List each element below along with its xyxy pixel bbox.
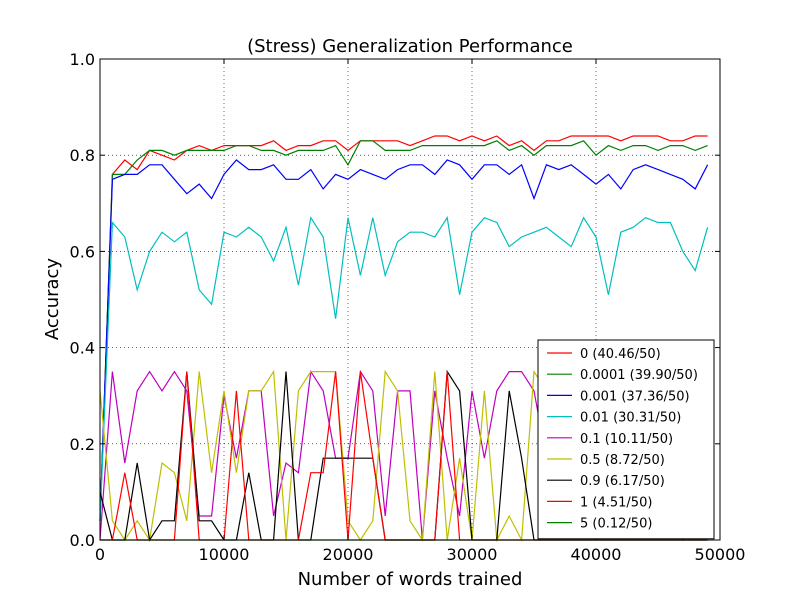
x-tick-label: 30000 [447,545,498,564]
x-tick-label: 50000 [695,545,746,564]
series-line-1 [99,140,708,521]
legend-entry: 0.001 (37.36/50) [580,389,690,404]
series-line-2 [99,159,709,521]
legend-entry: 1 (4.51/50) [580,495,652,510]
series-line-0 [99,135,708,521]
series-line-3 [99,216,709,521]
x-tick-label: 40000 [571,545,622,564]
legend-entry: 0.9 (6.17/50) [580,474,665,489]
x-axis-label: Number of words trained [298,569,523,590]
y-tick-label: 0.4 [70,339,95,358]
legend-entry: 5 (0.12/50) [580,517,652,532]
x-tick-label: 20000 [323,545,374,564]
y-tick-label: 0.0 [70,531,95,550]
legend: 0 (40.46/50) 0.0001 (39.90/50) 0.001 (37.3… [537,339,715,540]
x-tick-label: 0 [95,545,105,564]
plot-frame [99,58,721,541]
y-tick-label: 0.6 [70,242,95,261]
legend-entry: 0.0001 (39.90/50) [580,368,698,383]
y-tick-label: 0.2 [70,435,95,454]
legend-entry: 0 (40.46/50) [580,347,661,362]
y-tick-label: 0.8 [70,146,95,165]
legend-entry: 0.01 (30.31/50) [580,411,681,426]
legend-entry: 0.1 (10.11/50) [580,432,673,447]
legend-entry: 0.5 (8.72/50) [580,453,665,468]
x-tick-label: 10000 [199,545,250,564]
legend-box [537,339,715,540]
y-tick-label: 1.0 [70,50,95,69]
ticks: 0 10000 20000 30000 40000 50000 0.0 0.2 0.4 0.6 0.… [70,50,746,564]
y-axis-label: Accuracy [42,258,63,341]
chart-title: (Stress) Generalization Performance [247,36,573,57]
